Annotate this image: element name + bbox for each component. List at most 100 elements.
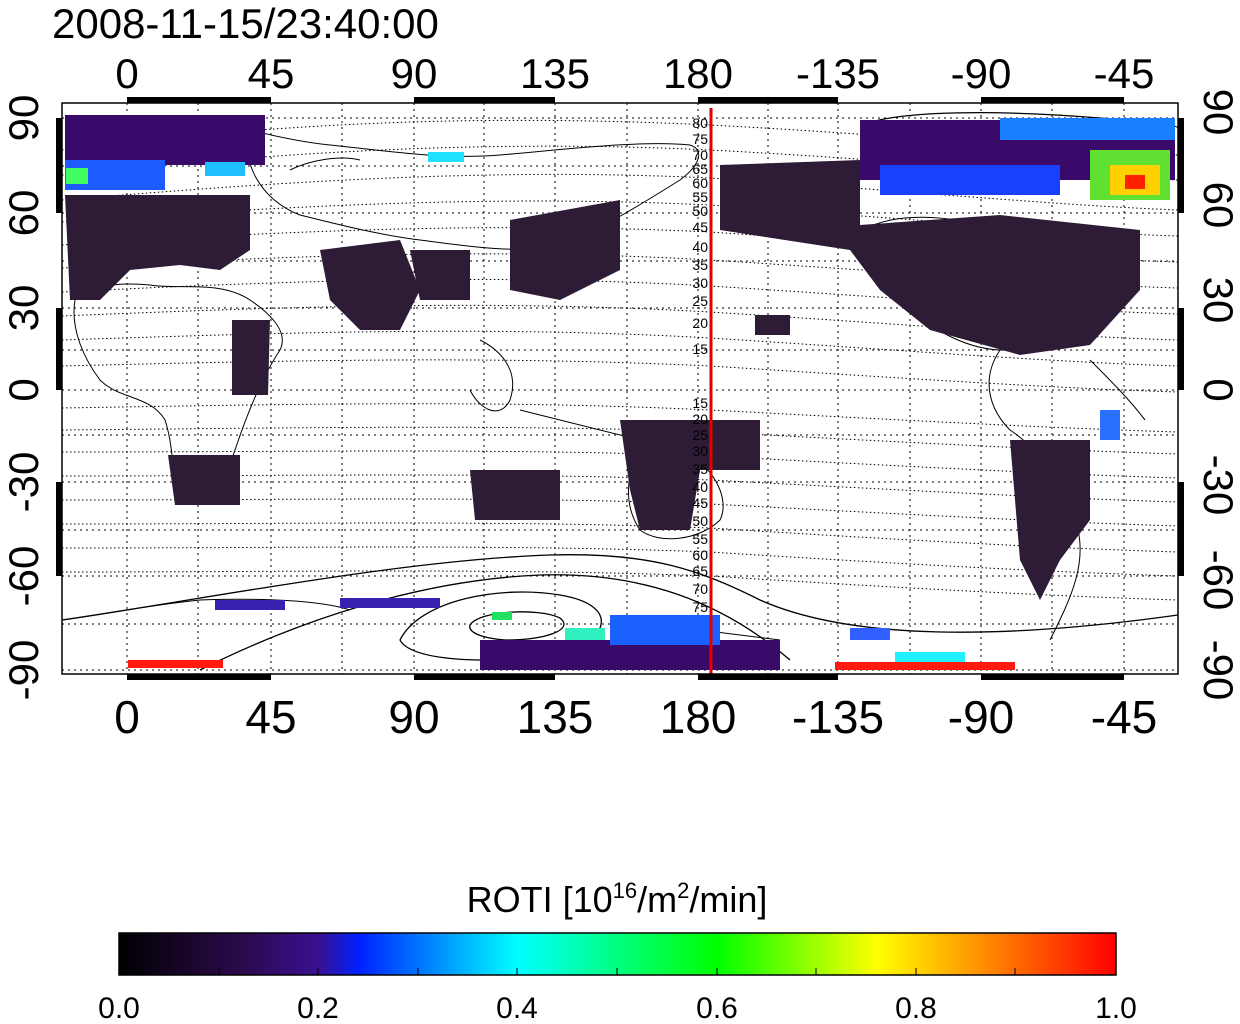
antarctic-green xyxy=(492,612,512,620)
top-x-tick-label: 135 xyxy=(520,50,590,97)
left-y-tick-label: -30 xyxy=(0,452,47,513)
contour-label-north: 40 xyxy=(692,239,708,255)
antarctic-cyan xyxy=(565,628,605,640)
contour-label-north: 20 xyxy=(692,315,708,331)
contour-label-south: 70 xyxy=(692,581,708,597)
north-atlantic-blue xyxy=(1000,118,1175,140)
contour-label-north: 60 xyxy=(692,175,708,191)
right-y-tick-label: 60 xyxy=(1195,182,1240,229)
colorbar-title: ROTI [1016/m2/min] xyxy=(467,878,768,920)
right-y-tick-label: 30 xyxy=(1195,277,1240,324)
frame-tick-bars xyxy=(56,97,1184,680)
contour-label-north: 45 xyxy=(692,219,708,235)
colorbar-tick-label: 0.0 xyxy=(98,992,140,1024)
right-y-tick-label: -30 xyxy=(1195,455,1240,516)
indonesia-data xyxy=(470,470,560,520)
right-latitude-tick-labels: 90 60 30 0 -30 -60 -90 xyxy=(1195,89,1240,701)
colorbar-minor-ticks xyxy=(218,968,1016,975)
contour-label-north: 30 xyxy=(692,275,708,291)
contour-label-south: 25 xyxy=(692,427,708,443)
contour-label-south: 40 xyxy=(692,479,708,495)
south-purple-left xyxy=(215,600,285,610)
contour-label-north: 50 xyxy=(692,203,708,219)
contour-label-north: 65 xyxy=(692,161,708,177)
south-purple-mid xyxy=(340,598,440,608)
mideast-data xyxy=(410,250,470,300)
contour-label-south: 50 xyxy=(692,513,708,529)
contour-label-north: 70 xyxy=(692,147,708,163)
colorbar-tick-labels: 0.0 0.2 0.4 0.6 0.8 1.0 xyxy=(98,992,1137,1024)
australia-data xyxy=(620,420,760,530)
south-blue-patch xyxy=(850,628,890,640)
timestamp-title: 2008-11-15/23:40:00 xyxy=(52,0,439,47)
south-cyan-patch xyxy=(895,652,965,662)
colorbar: ROTI [1016/m2/min] 0.0 0.2 0.4 0.6 0.8 1… xyxy=(98,878,1137,1024)
bottom-x-tick-label: -45 xyxy=(1091,691,1157,743)
contour-label-south: 55 xyxy=(692,531,708,547)
north-america-blue xyxy=(880,165,1060,195)
left-y-tick-label: -60 xyxy=(0,546,47,607)
top-x-tick-label: 180 xyxy=(663,50,733,97)
contour-label-north: 15 xyxy=(692,341,708,357)
right-y-tick-label: 90 xyxy=(1195,89,1240,136)
colorbar-tick-label: 0.6 xyxy=(696,992,738,1024)
left-y-tick-label: 0 xyxy=(0,378,47,401)
bottom-longitude-tick-labels: 0 45 90 135 180 -135 -90 -45 xyxy=(114,691,1157,743)
contour-label-north: 75 xyxy=(692,131,708,147)
contour-label-south: 30 xyxy=(692,443,708,459)
equatorial-blue xyxy=(1100,410,1120,440)
top-x-tick-label: 90 xyxy=(391,50,438,97)
north-america-red xyxy=(1125,175,1145,189)
asia-data xyxy=(320,240,420,330)
contour-labels: 80 75 70 65 60 55 50 45 40 35 30 25 20 1… xyxy=(692,115,708,615)
right-y-tick-label: -90 xyxy=(1195,640,1240,701)
top-x-tick-label: -90 xyxy=(951,50,1012,97)
bottom-x-tick-label: -90 xyxy=(948,691,1014,743)
left-y-tick-label: -90 xyxy=(0,640,47,701)
contour-label-south: 20 xyxy=(692,411,708,427)
top-x-tick-label: -45 xyxy=(1094,50,1155,97)
contour-label-south: 75 xyxy=(692,599,708,615)
contour-label-south: 45 xyxy=(692,495,708,511)
top-x-tick-label: 0 xyxy=(115,50,138,97)
colorbar-tick-label: 0.2 xyxy=(297,992,339,1024)
right-y-tick-label: 0 xyxy=(1195,378,1240,401)
north-europe-cyan xyxy=(205,162,245,176)
left-latitude-tick-labels: 90 60 30 0 -30 -60 -90 xyxy=(0,95,47,701)
east-africa-data xyxy=(232,320,270,395)
europe-africa-data xyxy=(65,195,250,300)
left-y-tick-label: 30 xyxy=(0,285,47,332)
south-red-right xyxy=(835,662,1015,670)
bottom-x-tick-label: 90 xyxy=(388,691,439,743)
contour-label-north: 55 xyxy=(692,189,708,205)
contour-label-south: 15 xyxy=(692,395,708,411)
south-america-data xyxy=(1010,440,1090,600)
siberia-cyan xyxy=(428,152,464,162)
left-y-tick-label: 90 xyxy=(0,95,47,142)
north-america-data xyxy=(720,160,1140,355)
bottom-x-tick-label: 180 xyxy=(660,691,737,743)
top-x-tick-label: -135 xyxy=(796,50,880,97)
right-y-tick-label: -60 xyxy=(1195,550,1240,611)
north-europe-green xyxy=(66,168,88,184)
south-africa-data xyxy=(168,455,240,505)
north-europe-band xyxy=(65,115,265,165)
antarctic-blue xyxy=(610,615,720,645)
contour-label-north: 25 xyxy=(692,293,708,309)
south-red-left xyxy=(128,660,223,668)
bottom-x-tick-label: 45 xyxy=(245,691,296,743)
contour-label-north: 80 xyxy=(692,115,708,131)
china-japan-data xyxy=(510,200,620,300)
top-x-tick-label: 45 xyxy=(248,50,295,97)
left-y-tick-label: 60 xyxy=(0,190,47,237)
map-panel: 80 75 70 65 60 55 50 45 40 35 30 25 20 1… xyxy=(56,97,1184,680)
contour-label-south: 65 xyxy=(692,563,708,579)
colorbar-tick-label: 1.0 xyxy=(1095,992,1137,1024)
colorbar-tick-label: 0.8 xyxy=(895,992,937,1024)
hawaii-data xyxy=(755,315,790,335)
contour-label-south: 35 xyxy=(692,461,708,477)
bottom-x-tick-label: 0 xyxy=(114,691,140,743)
bottom-x-tick-label: -135 xyxy=(792,691,884,743)
contour-label-south: 60 xyxy=(692,547,708,563)
contour-label-north: 35 xyxy=(692,257,708,273)
